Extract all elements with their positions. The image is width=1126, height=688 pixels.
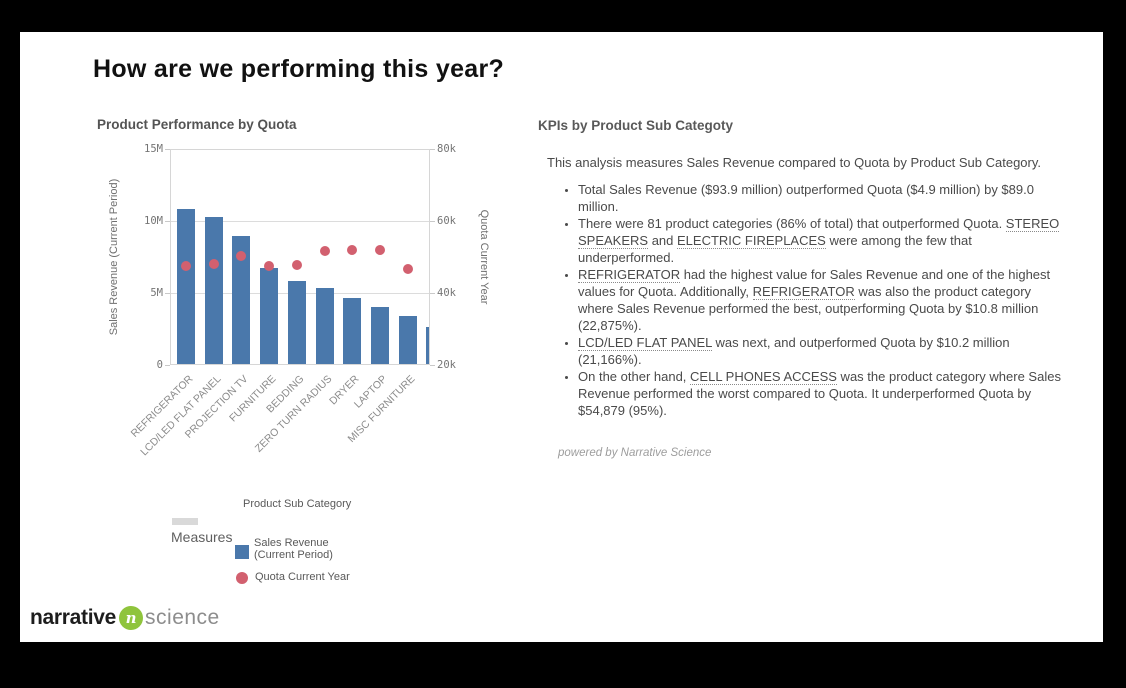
right-axis-tick-40k: 40k: [437, 287, 456, 299]
bar-lcd-led-flat-panel[interactable]: [204, 217, 223, 364]
highlighted-term: REFRIGERATOR: [752, 284, 855, 300]
highlighted-term: LCD/LED FLAT PANEL: [578, 335, 712, 351]
tick-mark: [430, 293, 435, 294]
legend-dimension-label: Product Sub Category: [243, 498, 352, 510]
kpi-bullet-3: REFRIGERATOR had the highest value for S…: [578, 266, 1062, 334]
bar-dryer[interactable]: [343, 298, 362, 364]
logo-n-glyph: n: [125, 608, 137, 627]
legend-label-quota[interactable]: Quota Current Year: [255, 571, 350, 583]
quota-point-zero-turn-radius[interactable]: [319, 245, 330, 256]
bullet-text: and: [648, 233, 678, 248]
legend-label-line2: (Current Period): [254, 548, 333, 561]
quota-point-projection-tv[interactable]: [236, 251, 247, 262]
kpi-panel-title: KPIs by Product Sub Categoty: [538, 118, 734, 133]
kpi-bullet-5: On the other hand, CELL PHONES ACCESS wa…: [578, 368, 1062, 419]
bar-bedding[interactable]: [287, 281, 306, 364]
bar-furniture[interactable]: [260, 268, 279, 364]
bullet-text: were among the few that underperformed.: [578, 233, 972, 265]
plot-area: [170, 149, 430, 365]
highlighted-term: ELECTRIC FIREPLACES: [677, 233, 826, 249]
legend-measures-label: Measures: [171, 529, 233, 545]
bar-laptop[interactable]: [370, 306, 389, 364]
bullet-text: was next, and outperformed Quota by $10.…: [578, 335, 1010, 367]
legend-label-sales-revenue[interactable]: Sales Revenue (Current Period): [254, 537, 333, 561]
page-title: How are we performing this year?: [93, 55, 505, 83]
bar-clipped[interactable]: [426, 326, 429, 364]
legend-swatch-quota[interactable]: [236, 572, 248, 584]
logo-word-science: science: [145, 606, 220, 629]
tick-mark: [430, 221, 435, 222]
tick-mark: [165, 365, 170, 366]
logo-word-narrative: narrative: [30, 606, 117, 629]
quota-point-misc-furniture[interactable]: [402, 263, 413, 274]
left-axis-title: Sales Revenue (Current Period): [108, 178, 120, 336]
legend-label-line1: Sales Revenue: [254, 537, 329, 549]
quota-point-bedding[interactable]: [291, 260, 302, 271]
left-axis-tick-10M: 10M: [144, 215, 163, 227]
kpi-bullet-1: Total Sales Revenue ($93.9 million) outp…: [578, 181, 1062, 215]
bullet-text: was also the product category where Sale…: [578, 284, 1039, 333]
quota-point-laptop[interactable]: [374, 244, 385, 255]
gridline: [171, 221, 429, 223]
bullet-text: Total Sales Revenue ($93.9 million) outp…: [578, 182, 1034, 214]
bullet-text: had the highest value for Sales Revenue …: [578, 267, 1051, 299]
bar-misc-furniture[interactable]: [398, 315, 417, 364]
quota-point-furniture[interactable]: [264, 260, 275, 271]
kpi-narrative-panel: KPIs by Product Sub Categoty This analys…: [538, 118, 1062, 459]
right-axis-tick-60k: 60k: [437, 215, 456, 227]
narrative-science-logo: narrative n science: [30, 604, 220, 632]
kpi-bullet-2: There were 81 product categories (86% of…: [578, 215, 1062, 266]
tick-mark: [165, 293, 170, 294]
narrative-science-n-icon: n: [119, 606, 144, 630]
powered-by-attribution: powered by Narrative Science: [558, 447, 712, 459]
legend-swatch-sales-revenue[interactable]: [235, 545, 249, 559]
bar-projection-tv[interactable]: [232, 235, 251, 364]
highlighted-term: REFRIGERATOR: [578, 267, 681, 283]
slide-canvas: How are we performing this year? Product…: [20, 32, 1103, 642]
left-axis-tick-0: 0: [156, 359, 163, 371]
bullet-text: There were 81 product categories (86% of…: [578, 216, 1006, 231]
legend-dimension-swatch: [172, 518, 198, 525]
tick-mark: [430, 365, 435, 366]
tick-mark: [165, 149, 170, 150]
tick-mark: [165, 221, 170, 222]
bar-zero-turn-radius[interactable]: [315, 288, 334, 364]
right-axis-title: Quota Current Year: [478, 209, 490, 305]
highlighted-term: STEREO SPEAKERS: [578, 216, 1060, 249]
bullet-text: was the product category where Sales Rev…: [578, 369, 1061, 418]
chart-title: Product Performance by Quota: [97, 117, 297, 132]
quota-point-lcd-led-flat-panel[interactable]: [208, 259, 219, 270]
quota-point-dryer[interactable]: [347, 244, 358, 255]
bar-refrigerator[interactable]: [177, 208, 195, 364]
kpi-bullet-list: Total Sales Revenue ($93.9 million) outp…: [538, 181, 1062, 419]
left-axis-tick-15M: 15M: [144, 143, 163, 155]
right-axis-tick-80k: 80k: [437, 143, 456, 155]
bullet-text: On the other hand,: [578, 369, 691, 384]
highlighted-term: CELL PHONES ACCESS: [690, 369, 837, 385]
quota-point-refrigerator[interactable]: [181, 260, 191, 271]
kpi-intro-text: This analysis measures Sales Revenue com…: [547, 155, 1042, 170]
left-axis-tick-5M: 5M: [150, 287, 163, 299]
right-axis-tick-20k: 20k: [437, 359, 456, 371]
tick-mark: [430, 149, 435, 150]
kpi-bullet-4: LCD/LED FLAT PANEL was next, and outperf…: [578, 334, 1062, 368]
